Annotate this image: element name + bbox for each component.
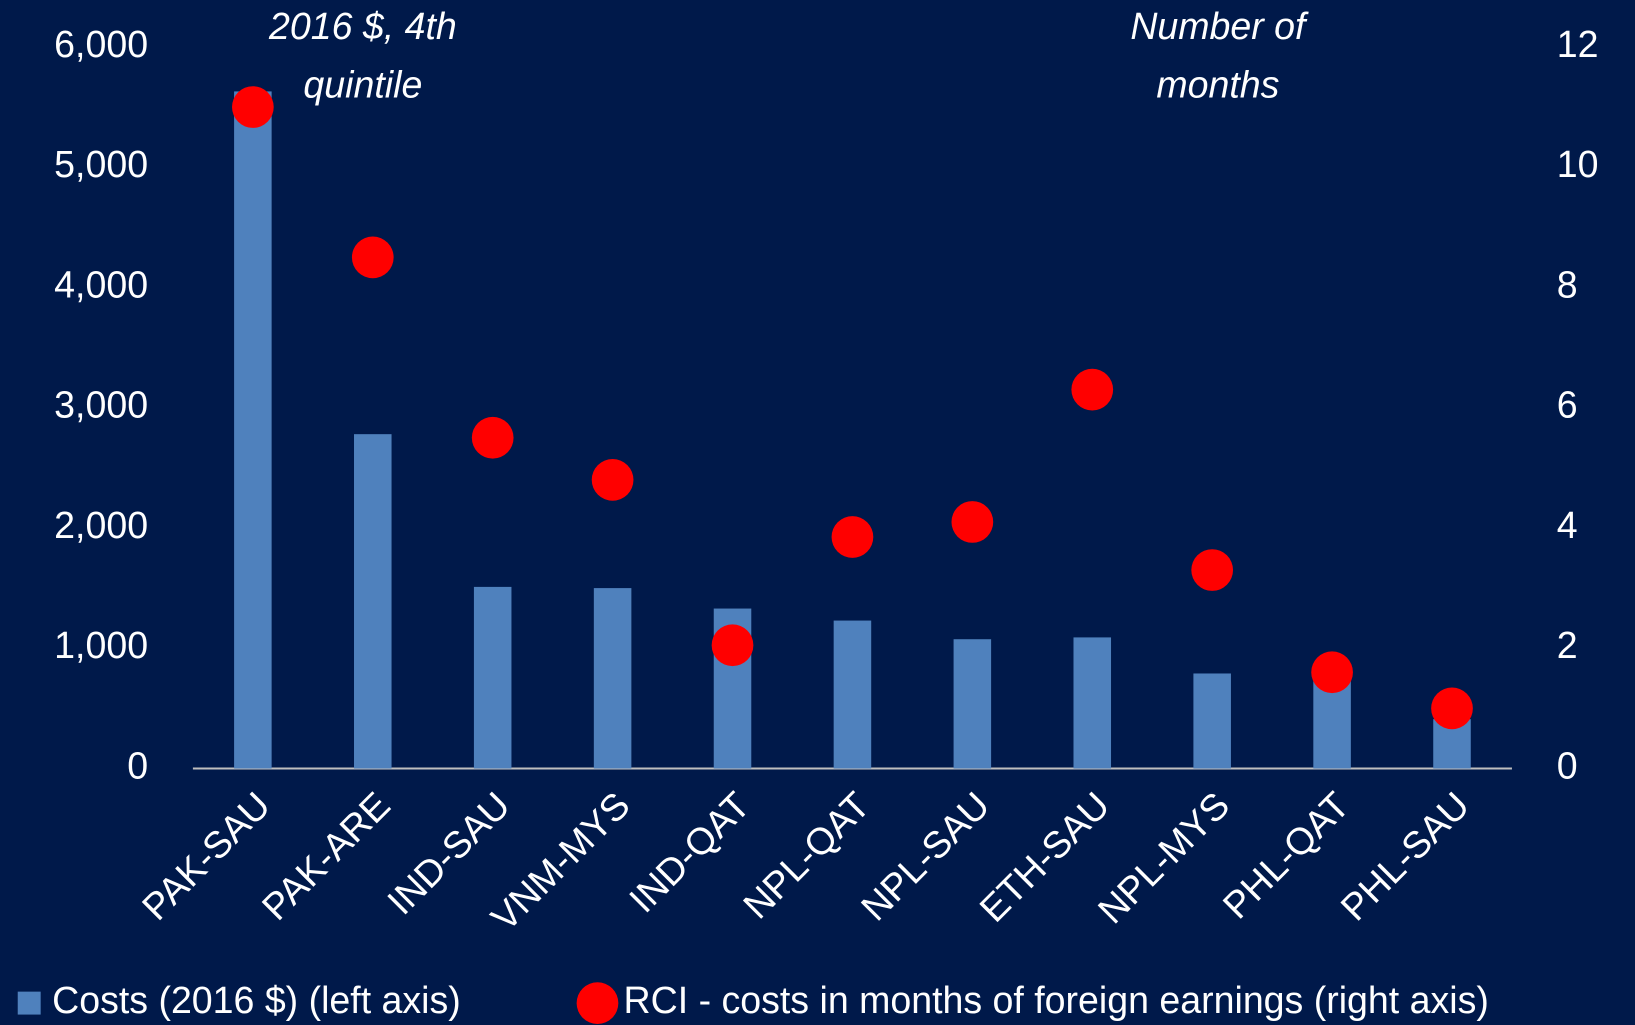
dot bbox=[1071, 368, 1114, 411]
bar bbox=[1073, 637, 1112, 769]
bar bbox=[953, 639, 992, 769]
y2-tick-label: 2 bbox=[1557, 624, 1578, 666]
dot bbox=[591, 459, 634, 501]
y2-tick-label: 0 bbox=[1557, 744, 1578, 786]
right-axis-note: Number of bbox=[1130, 5, 1309, 47]
left-axis-note: quintile bbox=[303, 63, 422, 105]
bar bbox=[1313, 678, 1351, 769]
bar bbox=[1193, 673, 1231, 769]
y-tick-label: 0 bbox=[127, 744, 148, 786]
dot bbox=[1191, 549, 1234, 591]
dot bbox=[232, 86, 274, 128]
bar bbox=[593, 588, 632, 769]
dot bbox=[471, 416, 514, 459]
dot bbox=[1431, 687, 1473, 730]
y-tick-label: 3,000 bbox=[54, 384, 148, 426]
bar bbox=[473, 586, 512, 769]
legend-label: RCI - costs in months of foreign earning… bbox=[624, 979, 1489, 1021]
dot bbox=[351, 236, 394, 279]
y2-tick-label: 12 bbox=[1557, 23, 1599, 65]
y2-tick-label: 4 bbox=[1557, 504, 1578, 546]
dot bbox=[831, 516, 874, 558]
right-axis-note: months bbox=[1156, 63, 1279, 105]
legend-swatch bbox=[576, 982, 619, 1024]
dot bbox=[1311, 651, 1353, 694]
legend-label: Costs (2016 $) (left axis) bbox=[52, 979, 461, 1021]
dot bbox=[951, 501, 994, 543]
dot bbox=[711, 624, 754, 667]
y-tick-label: 1,000 bbox=[54, 624, 148, 666]
left-axis-note: 2016 $, 4th bbox=[268, 5, 457, 47]
bar bbox=[234, 91, 272, 769]
y-tick-label: 6,000 bbox=[54, 23, 148, 65]
bar bbox=[833, 620, 872, 769]
y-tick-label: 4,000 bbox=[54, 263, 148, 305]
y2-tick-label: 6 bbox=[1557, 384, 1578, 426]
legend-swatch bbox=[17, 991, 41, 1015]
y-tick-label: 2,000 bbox=[54, 504, 148, 546]
y2-tick-label: 8 bbox=[1557, 263, 1578, 305]
y-tick-label: 5,000 bbox=[54, 143, 148, 185]
bar bbox=[354, 434, 392, 769]
y2-tick-label: 10 bbox=[1557, 143, 1599, 185]
